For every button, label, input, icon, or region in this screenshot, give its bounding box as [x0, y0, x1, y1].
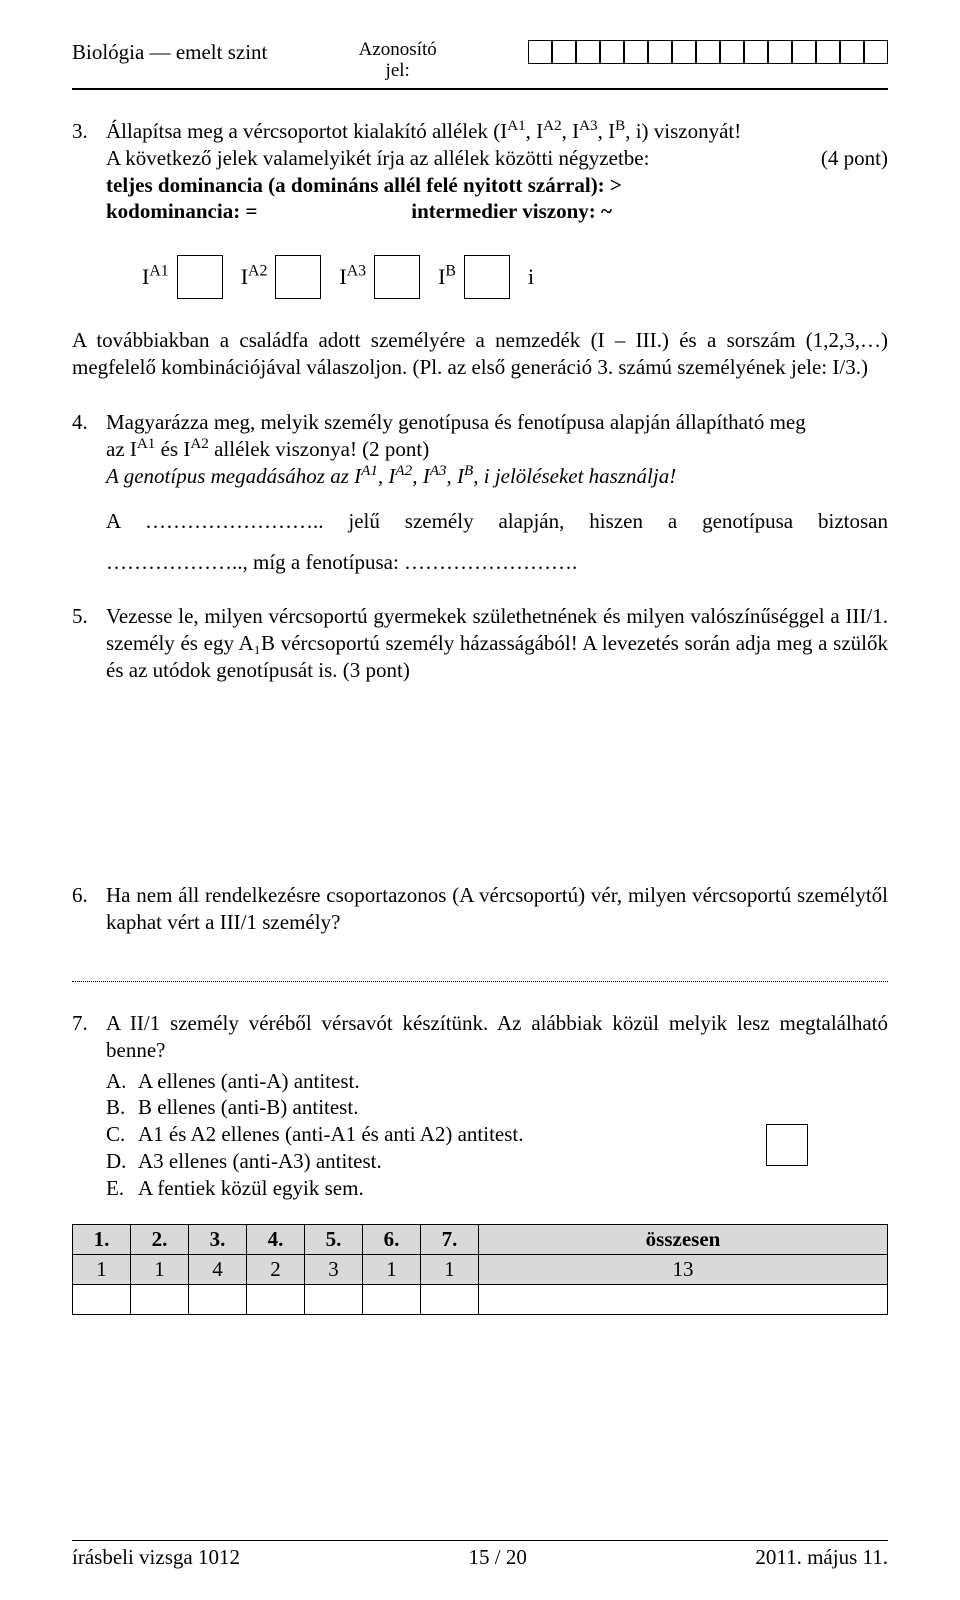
- fill-blank-1[interactable]: ……………………..: [145, 508, 324, 535]
- allele-IA2: IA2: [241, 255, 322, 299]
- header-rule: [72, 88, 888, 90]
- intro-paragraph: A továbbiakban a családfa adott személyé…: [72, 327, 888, 381]
- id-grid: [528, 40, 888, 64]
- allele-IA3: IA3: [339, 255, 420, 299]
- q7-option-A[interactable]: A.A ellenes (anti-A) antitest.: [106, 1068, 888, 1095]
- allele-IB: IB: [438, 255, 510, 299]
- page-header: Biológia — emelt szint Azonosító jel:: [72, 40, 888, 82]
- score-table: 1.2. 3.4. 5.6. 7.összesen 11 42 31 113: [72, 1224, 888, 1315]
- allele-IA1: IA1: [142, 255, 223, 299]
- answer-box-1[interactable]: [177, 255, 223, 299]
- answer-box-3[interactable]: [374, 255, 420, 299]
- allele-i: i: [528, 263, 534, 291]
- id-label: Azonosító jel:: [359, 40, 437, 82]
- q7-option-B[interactable]: B.B ellenes (anti-B) antitest.: [106, 1094, 888, 1121]
- question-4: 4. Magyarázza meg, melyik személy genotí…: [72, 409, 888, 575]
- page-footer: írásbeli vizsga 1012 15 / 20 2011. május…: [72, 1540, 888, 1570]
- answer-line-q6[interactable]: [72, 960, 888, 982]
- subject-label: Biológia — emelt szint: [72, 40, 267, 65]
- q7-option-E[interactable]: E.A fentiek közül egyik sem.: [106, 1175, 888, 1202]
- allele-row: IA1 IA2 IA3 IB i: [142, 255, 888, 299]
- answer-box-4[interactable]: [464, 255, 510, 299]
- footer-mid: 15 / 20: [469, 1545, 527, 1570]
- fill-blank-2[interactable]: ……………….., míg a fenotípusa: …………………….: [106, 549, 577, 576]
- question-7: 7. A II/1 személy véréből vérsavót készí…: [72, 1010, 888, 1064]
- answer-box-2[interactable]: [275, 255, 321, 299]
- footer-left: írásbeli vizsga 1012: [72, 1545, 240, 1570]
- question-6: 6. Ha nem áll rendelkezésre csoportazono…: [72, 882, 888, 936]
- question-5: 5. Vezesse le, milyen vércsoportú gyerme…: [72, 603, 888, 684]
- question-3: 3. Állapítsa meg a vércsoportot kialakít…: [72, 118, 888, 226]
- footer-right: 2011. május 11.: [755, 1545, 888, 1570]
- q7-answer-box[interactable]: [766, 1124, 808, 1166]
- workspace-q5[interactable]: [72, 684, 888, 854]
